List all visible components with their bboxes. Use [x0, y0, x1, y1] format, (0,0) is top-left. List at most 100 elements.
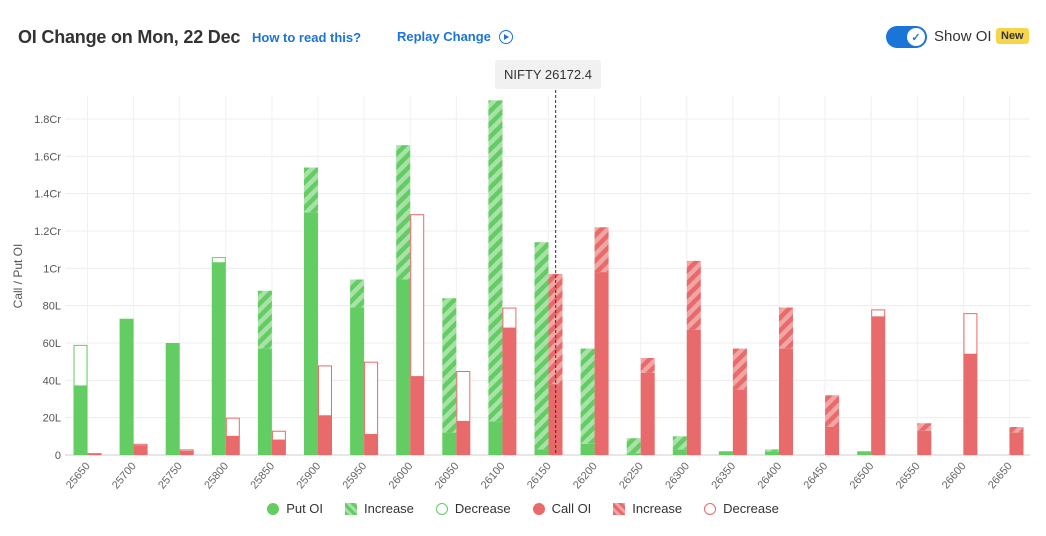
oi-bar[interactable] — [179, 451, 194, 455]
oi-bar[interactable] — [87, 453, 102, 455]
replay-change-button[interactable]: Replay Change — [397, 29, 513, 44]
oi-bar[interactable] — [1009, 432, 1024, 455]
chart-header: OI Change on Mon, 22 Dec How to read thi… — [0, 0, 1046, 70]
oi-bar[interactable] — [396, 279, 411, 455]
oi-bar[interactable] — [488, 421, 503, 455]
how-to-read-link[interactable]: How to read this? — [252, 30, 362, 45]
oi-increase-bar[interactable] — [1009, 427, 1024, 433]
x-tick-label: 26300 — [663, 460, 692, 491]
oi-increase-bar[interactable] — [548, 273, 563, 385]
oi-bar[interactable] — [133, 445, 148, 455]
oi-decrease-bar[interactable] — [963, 313, 978, 355]
x-tick-label: 26350 — [709, 460, 738, 491]
oi-bar[interactable] — [686, 329, 701, 455]
y-tick-label: 0 — [55, 450, 61, 462]
x-tick-label: 25900 — [294, 460, 323, 491]
y-tick-label: 1.6Cr — [34, 151, 61, 163]
oi-decrease-bar[interactable] — [318, 365, 332, 417]
oi-bar[interactable] — [765, 451, 779, 455]
oi-bar[interactable] — [211, 262, 226, 455]
oi-increase-bar[interactable] — [442, 298, 457, 433]
x-tick-label: 26050 — [433, 460, 462, 491]
oi-increase-bar[interactable] — [488, 100, 503, 422]
oi-increase-bar[interactable] — [304, 167, 318, 213]
oi-bar[interactable] — [963, 354, 978, 455]
call-decrease-swatch-icon — [704, 502, 717, 515]
oi-bar[interactable] — [410, 376, 425, 455]
oi-increase-bar[interactable] — [350, 279, 365, 308]
oi-decrease-bar[interactable] — [133, 443, 148, 447]
y-tick-label: 1.8Cr — [34, 114, 61, 126]
oi-bar[interactable] — [672, 449, 687, 455]
oi-decrease-bar[interactable] — [211, 257, 226, 264]
oi-decrease-bar[interactable] — [456, 371, 471, 422]
oi-bar[interactable] — [456, 421, 471, 455]
oi-bar[interactable] — [165, 343, 180, 455]
oi-decrease-bar[interactable] — [73, 344, 88, 387]
show-oi-label: Show OI — [934, 28, 992, 45]
oi-increase-bar[interactable] — [396, 145, 411, 280]
oi-decrease-bar[interactable] — [225, 417, 240, 437]
oi-bar[interactable] — [779, 348, 793, 455]
play-circle-icon — [498, 29, 513, 44]
legend-call-increase[interactable]: Increase — [613, 501, 682, 516]
oi-bar[interactable] — [350, 307, 365, 455]
oi-increase-bar[interactable] — [257, 290, 272, 349]
oi-decrease-bar[interactable] — [364, 361, 379, 435]
oi-increase-bar[interactable] — [825, 395, 840, 427]
show-oi-toggle[interactable]: ✓ — [886, 26, 927, 48]
oi-increase-bar[interactable] — [640, 357, 655, 373]
oi-decrease-bar[interactable] — [271, 430, 286, 441]
oi-decrease-bar[interactable] — [502, 307, 517, 329]
legend-put-decrease[interactable]: Decrease — [435, 501, 511, 516]
x-tick-label: 26600 — [940, 460, 969, 491]
oi-increase-bar[interactable] — [580, 348, 595, 444]
oi-bar[interactable] — [871, 316, 886, 455]
oi-bar[interactable] — [225, 436, 240, 455]
oi-increase-bar[interactable] — [779, 307, 793, 349]
oi-bar[interactable] — [640, 372, 655, 455]
oi-increase-bar[interactable] — [917, 423, 932, 431]
oi-bar[interactable] — [364, 434, 379, 455]
x-tick-label: 26500 — [848, 460, 877, 491]
oi-bar[interactable] — [825, 427, 840, 455]
oi-bar[interactable] — [73, 385, 88, 455]
oi-bar[interactable] — [304, 212, 318, 455]
oi-bar[interactable] — [732, 389, 747, 455]
legend-call-oi[interactable]: Call OI — [532, 501, 591, 516]
oi-increase-bar[interactable] — [594, 227, 609, 273]
y-axis-label: Call / Put OI — [11, 244, 25, 309]
oi-decrease-bar[interactable] — [179, 449, 194, 452]
x-tick-label: 25950 — [341, 460, 370, 491]
oi-bar[interactable] — [580, 443, 595, 455]
oi-increase-bar[interactable] — [534, 242, 549, 450]
legend-put-decrease-label: Decrease — [454, 501, 511, 516]
oi-bar[interactable] — [502, 328, 517, 455]
put-decrease-swatch-icon — [435, 502, 448, 515]
oi-increase-bar[interactable] — [672, 436, 687, 450]
oi-bar[interactable] — [594, 272, 609, 455]
oi-decrease-bar[interactable] — [871, 309, 886, 318]
x-tick-label: 25750 — [156, 460, 185, 491]
oi-bar[interactable] — [257, 348, 272, 455]
oi-bar[interactable] — [442, 432, 457, 455]
oi-increase-bar[interactable] — [732, 348, 747, 390]
oi-increase-bar[interactable] — [686, 260, 701, 330]
oi-bar[interactable] — [718, 451, 733, 455]
legend-call-decrease[interactable]: Decrease — [704, 501, 779, 516]
oi-bar[interactable] — [548, 384, 563, 455]
oi-bar[interactable] — [318, 415, 332, 455]
oi-increase-bar[interactable] — [626, 438, 641, 454]
new-badge: New — [996, 28, 1029, 44]
legend-put-oi[interactable]: Put OI — [267, 501, 323, 516]
oi-bar[interactable] — [917, 430, 932, 455]
legend-put-increase[interactable]: Increase — [345, 501, 414, 516]
oi-decrease-bar[interactable] — [410, 214, 425, 378]
oi-bar[interactable] — [626, 453, 641, 455]
oi-increase-bar[interactable] — [765, 449, 779, 452]
oi-bar[interactable] — [271, 440, 286, 455]
oi-bar[interactable] — [857, 451, 872, 455]
oi-bar[interactable] — [534, 449, 549, 455]
oi-bar[interactable] — [119, 318, 134, 455]
